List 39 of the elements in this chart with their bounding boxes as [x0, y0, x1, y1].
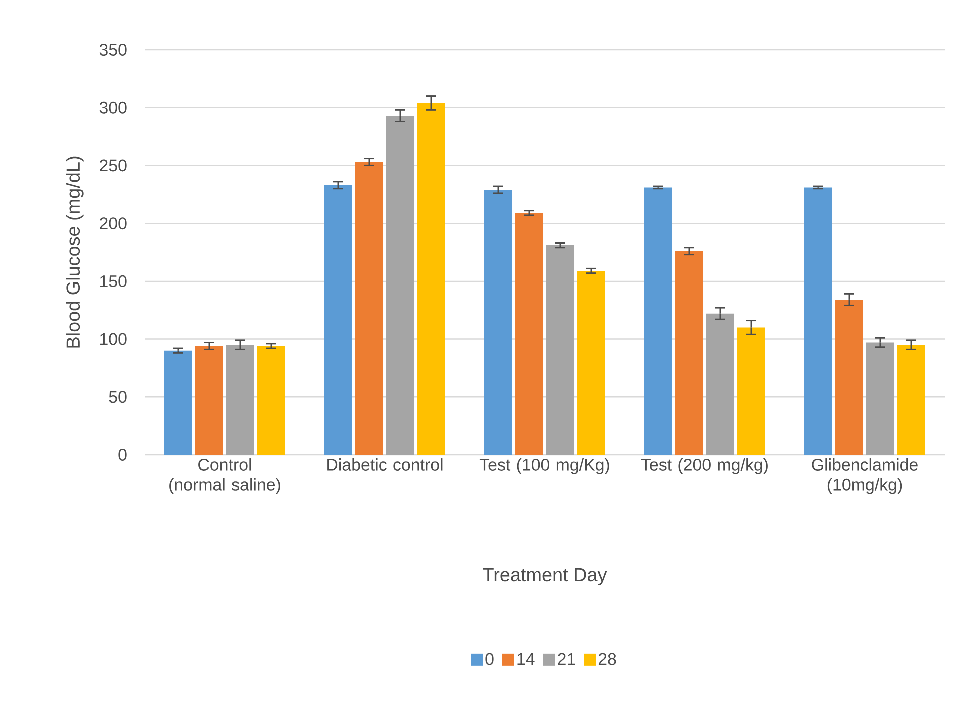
- bar: [516, 213, 544, 455]
- bar: [226, 345, 254, 455]
- bar: [258, 346, 286, 455]
- bar: [164, 350, 192, 455]
- bar: [386, 116, 415, 455]
- bar: [546, 246, 575, 455]
- legend-label: 21: [558, 653, 576, 666]
- x-tick-label: Diabetic control: [328, 458, 443, 471]
- y-tick-label: 250: [100, 160, 127, 172]
- bar: [356, 162, 384, 455]
- x-tick-label: Test (200 mg/kg): [641, 458, 768, 474]
- bar: [898, 345, 926, 455]
- bar: [644, 188, 673, 455]
- y-tick-label: 0: [118, 449, 127, 461]
- bar: [706, 314, 735, 455]
- legend-label: 0: [486, 653, 494, 666]
- bar: [866, 342, 895, 455]
- x-tick-label: Control (normal saline): [170, 458, 280, 494]
- bar: [676, 251, 704, 455]
- bar: [836, 300, 864, 455]
- legend-label: 28: [598, 653, 616, 666]
- x-tick-label: Test (100 mg/Kg): [480, 458, 610, 474]
- y-tick-label: 100: [100, 333, 127, 346]
- y-tick-label: 350: [100, 44, 127, 56]
- bar: [418, 103, 446, 455]
- y-tick-label: 150: [100, 275, 127, 288]
- bar: [804, 188, 833, 455]
- legend-label: 14: [518, 653, 535, 666]
- bar: [196, 346, 224, 455]
- y-tick-label: 200: [100, 218, 127, 230]
- y-tick-label: 300: [100, 102, 127, 114]
- bar: [484, 190, 513, 455]
- bar: [738, 328, 766, 455]
- x-tick-label: Glibenclamide (10mg/kg): [812, 458, 918, 494]
- bar: [578, 271, 606, 455]
- bar: [324, 185, 352, 455]
- y-axis-title: Blood Glucose (mg/dL): [66, 156, 84, 348]
- x-axis-title: Treatment Day: [483, 568, 608, 586]
- y-tick-label: 50: [109, 391, 127, 404]
